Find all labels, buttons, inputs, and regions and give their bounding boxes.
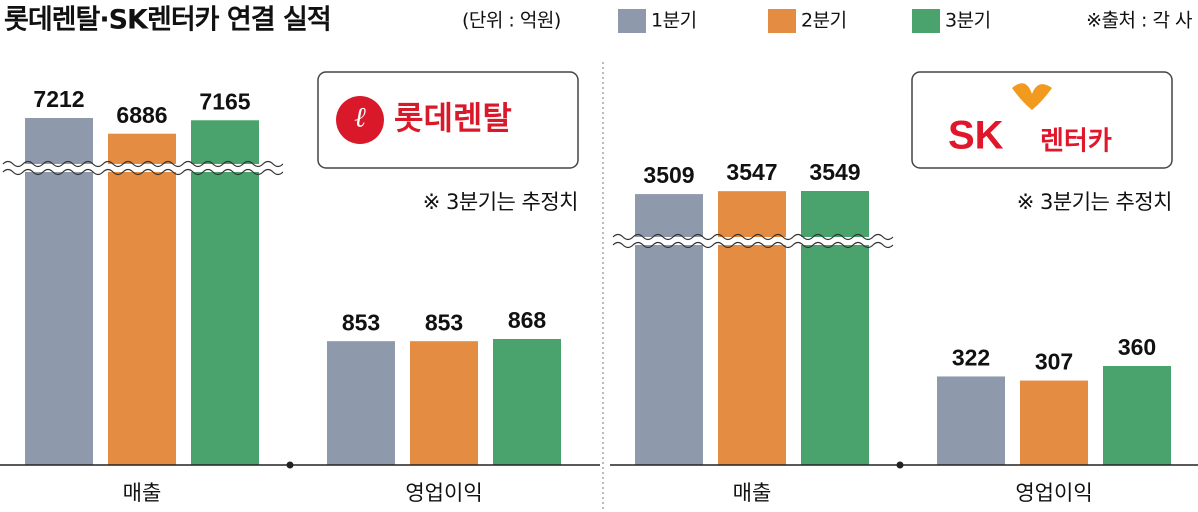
axis-break-line <box>2 168 284 176</box>
unit-label: (단위 : 억원) <box>462 10 561 32</box>
logo-text: 롯데렌탈 <box>394 99 512 137</box>
x-tick-label: 매출 <box>123 481 162 505</box>
logo-icon <box>336 96 384 144</box>
logo-text: 렌터카 <box>1040 127 1112 157</box>
x-tick-label: 매출 <box>733 481 772 505</box>
legend-swatch <box>618 9 646 33</box>
axis-break-line <box>612 241 894 249</box>
legend-label: 2분기 <box>801 10 847 32</box>
source: ※출처 : 각 사 <box>1086 10 1192 32</box>
logo-icon <box>1012 83 1052 110</box>
logo-box <box>911 71 1173 169</box>
value-label: 3547 <box>726 159 777 185</box>
bar <box>635 194 703 465</box>
axis-break-line <box>612 233 894 241</box>
logo-icon-letter: ℓ <box>354 102 366 133</box>
value-label: 7165 <box>199 88 250 114</box>
value-label: 868 <box>508 307 547 333</box>
logo-text: SK <box>948 114 1004 158</box>
chart-title: 롯데렌탈·SK렌터카 연결 실적 <box>4 5 331 36</box>
axis-dot <box>896 461 904 469</box>
bar <box>25 118 93 465</box>
bar <box>937 376 1005 465</box>
value-label: 853 <box>425 309 463 335</box>
x-tick-label: 영업이익 <box>405 481 482 505</box>
value-label: 853 <box>342 309 380 335</box>
value-label: 3549 <box>809 159 860 185</box>
bar <box>327 341 395 465</box>
bar <box>801 191 869 465</box>
value-label: 6886 <box>116 102 167 128</box>
value-label: 360 <box>1118 334 1156 360</box>
x-tick-label: 영업이익 <box>1015 481 1092 505</box>
value-label: 307 <box>1035 349 1073 375</box>
value-label: 7212 <box>33 86 84 112</box>
note: ※ 3분기는 추정치 <box>1017 190 1172 214</box>
value-label: 322 <box>952 345 990 371</box>
note: ※ 3분기는 추정치 <box>423 190 578 214</box>
bar <box>108 133 176 465</box>
logo-box <box>317 71 579 169</box>
bar <box>1103 366 1171 465</box>
bar <box>410 341 478 465</box>
axis-dot <box>286 461 294 469</box>
value-label: 3509 <box>643 162 694 188</box>
bar <box>191 120 259 466</box>
axis-break-line <box>2 160 284 168</box>
legend-label: 3분기 <box>945 10 991 32</box>
legend-label: 1분기 <box>651 10 697 32</box>
legend-swatch <box>768 9 796 33</box>
bar <box>718 191 786 465</box>
bar <box>1020 380 1088 465</box>
legend-swatch <box>912 9 940 33</box>
bar <box>493 339 561 465</box>
